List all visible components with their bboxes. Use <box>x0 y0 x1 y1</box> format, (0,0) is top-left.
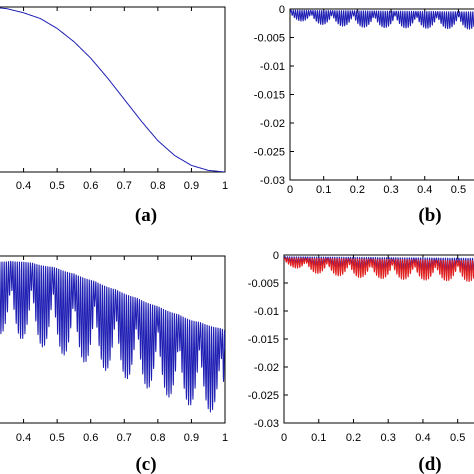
x-tick-label: 0.5 <box>49 180 64 192</box>
y-tick-label: 0 <box>273 250 279 262</box>
panel-label: (b) <box>418 205 441 226</box>
axes-frame <box>0 6 226 173</box>
panel-label: (a) <box>135 205 157 226</box>
x-tick-label: 0.8 <box>150 432 165 444</box>
x-tick-label: 0.1 <box>311 432 326 444</box>
axes-frame <box>289 8 474 181</box>
axes-frame <box>283 254 474 424</box>
x-tick-label: 0 <box>287 184 293 196</box>
x-tick-label: 0.6 <box>83 432 98 444</box>
x-tick-label: 0.4 <box>16 432 31 444</box>
series-line-0 <box>0 260 225 413</box>
x-tick-label: 0.2 <box>346 432 361 444</box>
x-tick-label: 0.4 <box>417 184 432 196</box>
x-tick-label: 0.9 <box>184 432 199 444</box>
y-tick-label: -0.03 <box>260 175 285 187</box>
y-tick-label: -0.02 <box>260 118 285 130</box>
series-line-0 <box>290 9 474 30</box>
x-tick-label: 0.2 <box>350 184 365 196</box>
y-tick-label: -0.02 <box>254 362 279 374</box>
x-tick-label: 0 <box>281 432 287 444</box>
series-line-0 <box>0 7 225 172</box>
panel-b: 0 0.1 0.2 0.3 0.4 0.5 0 -0.005 -0.01 -0.015 -0.02 -… <box>254 4 474 226</box>
x-tick-label: 0.9 <box>184 180 199 192</box>
y-tick-label: -0.005 <box>254 33 285 45</box>
x-tick-label: 0.4 <box>16 180 31 192</box>
y-tick-label: 0 <box>279 4 285 16</box>
x-tick-label: 0.8 <box>150 180 165 192</box>
y-tick-label: -0.03 <box>254 418 279 430</box>
x-tick-label: 0.3 <box>383 184 398 196</box>
y-tick-label: -0.01 <box>260 61 285 73</box>
y-tick-label: -0.005 <box>248 278 279 290</box>
x-tick-label: 0.7 <box>117 180 132 192</box>
y-tick-label: -0.015 <box>248 334 279 346</box>
x-tick-label: 0.6 <box>83 180 98 192</box>
panel-d: 0 0.1 0.2 0.3 0.4 0.5 0 -0.005 -0.01 -0.015 -0.02 -… <box>248 250 474 474</box>
x-tick-label: 1 <box>222 432 228 444</box>
x-tick-label: 0.7 <box>117 432 132 444</box>
x-tick-label: 0.3 <box>381 432 396 444</box>
x-tick-label: 0.5 <box>49 432 64 444</box>
y-tick-label: -0.025 <box>248 390 279 402</box>
x-tick-label: 0.4 <box>415 432 430 444</box>
y-tick-label: -0.01 <box>254 306 279 318</box>
x-tick-label: 0.1 <box>316 184 331 196</box>
panel-label: (d) <box>418 454 441 474</box>
x-tick-label: 0.5 <box>450 432 465 444</box>
x-tick-label: 1 <box>222 180 228 192</box>
panel-label: (c) <box>135 454 156 474</box>
panel-c: 0.4 0.5 0.6 0.7 0.8 0.9 1 (c) <box>0 255 228 474</box>
series-line-1 <box>284 257 474 283</box>
x-tick-label: 0.5 <box>451 184 466 196</box>
y-tick-label: -0.015 <box>254 90 285 102</box>
panel-a: 0.4 0.5 0.6 0.7 0.8 0.9 1 (a) <box>0 6 228 226</box>
y-tick-label: -0.025 <box>254 147 285 159</box>
